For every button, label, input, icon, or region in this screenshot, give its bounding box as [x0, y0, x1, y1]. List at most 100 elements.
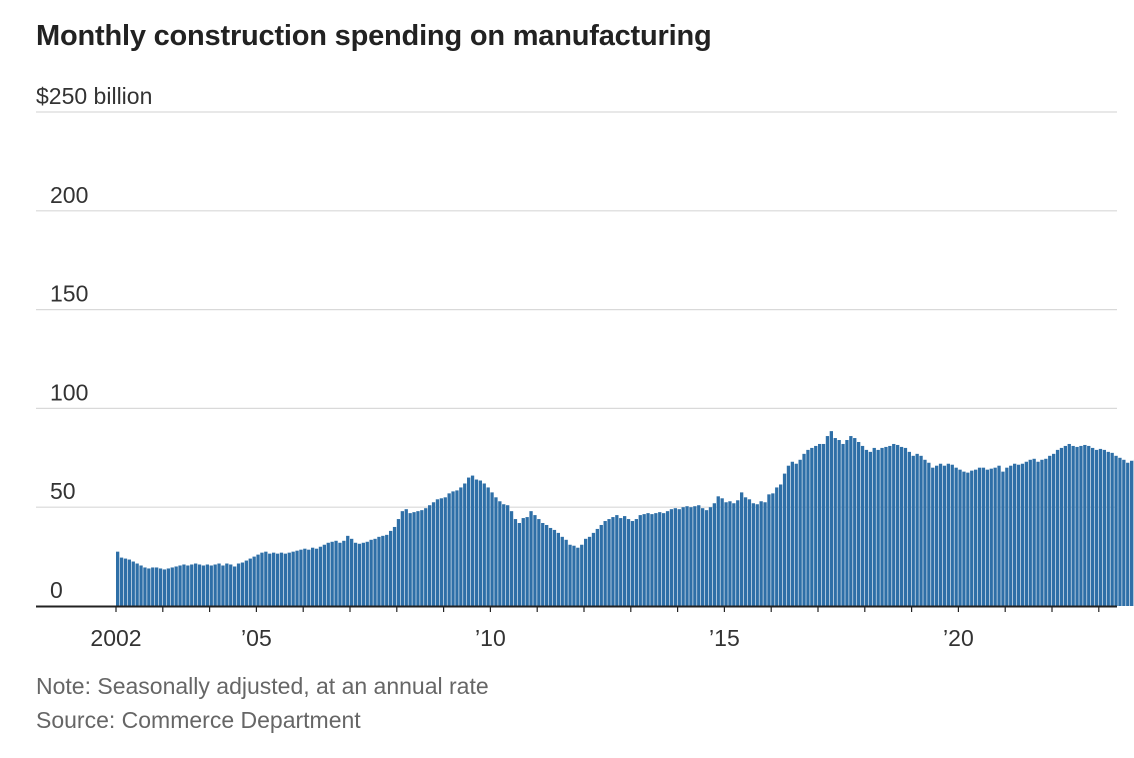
bar [685, 506, 689, 606]
bar [353, 542, 358, 606]
bar [1122, 459, 1126, 606]
bar [498, 501, 502, 606]
y-axis-labels: $250 billion 200 150 100 50 0 [36, 83, 152, 603]
bar [552, 529, 557, 606]
x-tick-label: ’20 [943, 625, 974, 651]
bar [1091, 447, 1095, 606]
bar [899, 446, 904, 606]
bar [236, 563, 241, 606]
bar [829, 431, 833, 606]
bar [821, 443, 826, 606]
bar [958, 469, 962, 606]
bar [123, 558, 128, 606]
bar [868, 451, 872, 606]
bar [888, 445, 892, 606]
bar [732, 503, 736, 606]
bar [654, 513, 658, 606]
bar [1024, 461, 1028, 606]
bar [919, 455, 923, 606]
bar [338, 542, 342, 606]
bar [615, 515, 619, 606]
bar [857, 441, 861, 606]
bar [521, 518, 525, 606]
bar [431, 502, 436, 606]
bar [704, 510, 709, 606]
bar [1052, 453, 1056, 606]
bar [252, 556, 256, 606]
bar [720, 498, 724, 606]
bar [591, 532, 596, 606]
bar [303, 548, 307, 606]
y-tick-label: $250 billion [36, 83, 152, 109]
bar [997, 465, 1001, 606]
bar [287, 552, 291, 606]
bar [669, 509, 674, 606]
bar [576, 547, 580, 606]
bar [896, 444, 900, 606]
x-tick-label: ’05 [241, 625, 272, 651]
bar [1036, 461, 1040, 606]
bar [607, 519, 611, 606]
bar [545, 524, 549, 606]
bar [420, 510, 424, 606]
bar [1118, 457, 1122, 606]
bar [1098, 448, 1103, 606]
bar [981, 467, 986, 606]
bar [1114, 455, 1118, 606]
bar [825, 436, 830, 606]
bar [743, 497, 748, 606]
bar [923, 459, 927, 606]
bar [127, 559, 131, 606]
bar [459, 487, 463, 606]
bar [950, 464, 954, 606]
bar [814, 445, 818, 606]
bar [642, 514, 646, 606]
bar [693, 506, 697, 606]
bar [381, 535, 385, 606]
bar [295, 550, 299, 606]
bar [209, 565, 213, 606]
bar [938, 463, 943, 606]
bar [903, 447, 908, 606]
bar [517, 523, 521, 606]
bar [611, 517, 615, 606]
bar [1032, 458, 1036, 606]
bar [1016, 464, 1021, 606]
bar [1126, 462, 1130, 606]
bar [892, 443, 896, 606]
bar [342, 540, 346, 606]
bar [365, 541, 369, 606]
bar [201, 565, 206, 606]
bar [119, 557, 124, 606]
bar [170, 567, 174, 606]
bar [1020, 463, 1025, 606]
bar [716, 496, 720, 606]
bar [486, 487, 490, 606]
bar [985, 469, 989, 606]
bar [439, 498, 443, 606]
bar [244, 560, 248, 606]
bar [326, 542, 330, 606]
bar [217, 563, 221, 606]
bar [541, 523, 545, 606]
bar [989, 468, 993, 606]
bar [1130, 460, 1134, 606]
bar [603, 521, 607, 606]
bar [229, 564, 233, 606]
bar [798, 459, 802, 606]
bar [151, 567, 155, 606]
bar [186, 565, 190, 606]
bar [268, 553, 272, 606]
bar [931, 467, 935, 606]
bar [794, 463, 798, 606]
bar [291, 551, 295, 606]
bar [346, 535, 350, 606]
bar [240, 562, 245, 606]
bar [560, 536, 564, 606]
chart-note: Note: Seasonally adjusted, at an annual … [36, 673, 489, 699]
bar [190, 564, 194, 606]
bar [619, 518, 623, 606]
bar [299, 549, 303, 606]
bar [623, 516, 627, 606]
bar [307, 549, 311, 606]
